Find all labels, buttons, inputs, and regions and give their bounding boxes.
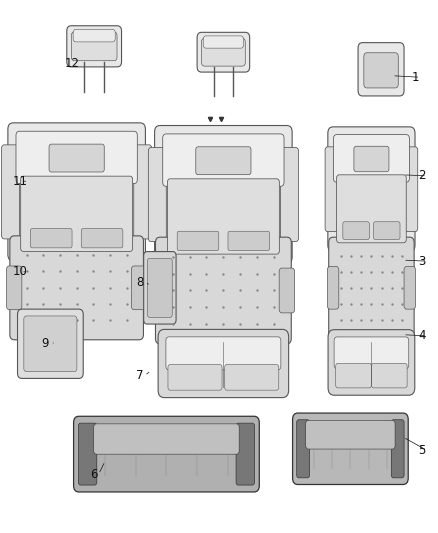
FancyBboxPatch shape <box>24 316 77 372</box>
FancyBboxPatch shape <box>2 145 20 239</box>
FancyBboxPatch shape <box>73 29 115 42</box>
FancyBboxPatch shape <box>148 259 172 317</box>
FancyBboxPatch shape <box>279 268 295 313</box>
FancyBboxPatch shape <box>328 237 414 338</box>
FancyBboxPatch shape <box>306 421 395 449</box>
FancyBboxPatch shape <box>131 266 147 310</box>
Text: 6: 6 <box>90 468 97 481</box>
Text: 4: 4 <box>418 329 426 342</box>
FancyBboxPatch shape <box>336 175 406 243</box>
FancyBboxPatch shape <box>155 125 292 263</box>
FancyBboxPatch shape <box>158 329 289 398</box>
Text: 11: 11 <box>12 175 27 188</box>
FancyBboxPatch shape <box>343 222 369 239</box>
FancyBboxPatch shape <box>374 222 400 239</box>
Text: 9: 9 <box>42 337 49 350</box>
FancyBboxPatch shape <box>152 268 168 313</box>
FancyBboxPatch shape <box>16 131 137 183</box>
FancyBboxPatch shape <box>297 420 310 478</box>
Text: 5: 5 <box>418 444 426 457</box>
FancyBboxPatch shape <box>177 231 219 251</box>
FancyBboxPatch shape <box>391 420 404 478</box>
FancyBboxPatch shape <box>166 337 281 370</box>
FancyBboxPatch shape <box>404 266 415 309</box>
FancyBboxPatch shape <box>228 231 269 251</box>
FancyBboxPatch shape <box>405 147 418 231</box>
FancyBboxPatch shape <box>334 337 409 369</box>
FancyBboxPatch shape <box>325 147 338 231</box>
FancyBboxPatch shape <box>333 134 410 182</box>
FancyBboxPatch shape <box>358 43 404 96</box>
Text: 3: 3 <box>418 255 426 268</box>
FancyBboxPatch shape <box>71 32 117 61</box>
FancyBboxPatch shape <box>197 33 250 72</box>
FancyBboxPatch shape <box>94 424 239 454</box>
FancyBboxPatch shape <box>225 365 279 390</box>
FancyBboxPatch shape <box>167 179 279 254</box>
FancyBboxPatch shape <box>134 145 152 239</box>
FancyBboxPatch shape <box>327 266 339 309</box>
FancyBboxPatch shape <box>280 148 298 241</box>
Text: 2: 2 <box>418 169 426 182</box>
FancyBboxPatch shape <box>67 26 121 67</box>
FancyBboxPatch shape <box>49 144 104 172</box>
FancyBboxPatch shape <box>328 127 415 252</box>
FancyBboxPatch shape <box>371 364 407 388</box>
FancyBboxPatch shape <box>293 413 408 484</box>
FancyBboxPatch shape <box>203 36 244 48</box>
FancyBboxPatch shape <box>354 146 389 172</box>
FancyBboxPatch shape <box>196 147 251 175</box>
FancyBboxPatch shape <box>18 309 83 378</box>
FancyBboxPatch shape <box>30 229 72 248</box>
FancyBboxPatch shape <box>201 38 245 66</box>
Text: 7: 7 <box>136 369 143 382</box>
FancyBboxPatch shape <box>78 423 97 485</box>
FancyBboxPatch shape <box>328 329 415 395</box>
Text: 8: 8 <box>136 276 143 289</box>
FancyBboxPatch shape <box>155 237 291 344</box>
FancyBboxPatch shape <box>364 53 398 88</box>
FancyBboxPatch shape <box>81 229 123 248</box>
FancyBboxPatch shape <box>74 416 259 492</box>
FancyBboxPatch shape <box>168 365 222 390</box>
Text: 10: 10 <box>12 265 27 278</box>
FancyBboxPatch shape <box>21 176 133 252</box>
Text: 12: 12 <box>65 58 80 70</box>
FancyBboxPatch shape <box>7 266 22 310</box>
FancyBboxPatch shape <box>8 123 145 261</box>
FancyBboxPatch shape <box>336 364 371 388</box>
FancyBboxPatch shape <box>10 236 143 340</box>
FancyBboxPatch shape <box>162 134 284 186</box>
Text: 1: 1 <box>412 71 419 84</box>
FancyBboxPatch shape <box>236 423 254 485</box>
FancyBboxPatch shape <box>148 148 166 241</box>
FancyBboxPatch shape <box>144 252 176 324</box>
